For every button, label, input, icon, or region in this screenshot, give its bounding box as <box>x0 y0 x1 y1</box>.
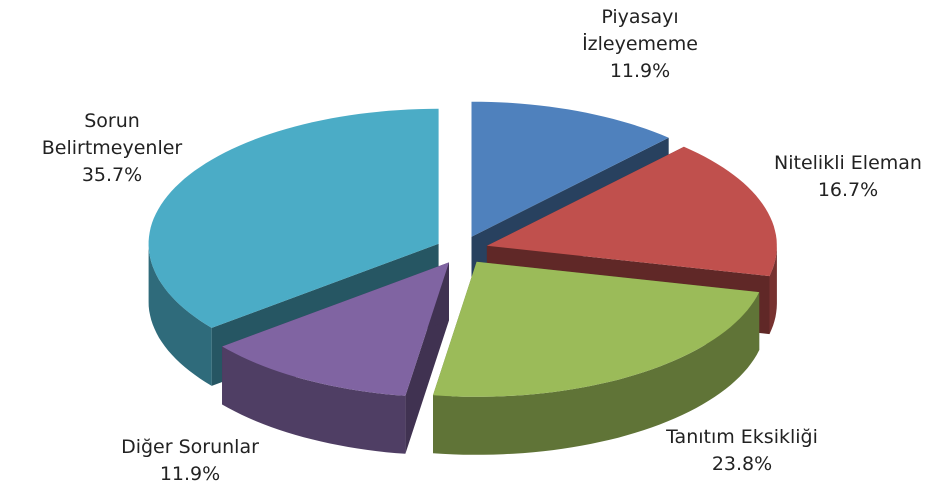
category-name: Sorun Belirtmeyenler <box>41 110 183 159</box>
category-name: Diğer Sorunlar <box>121 436 259 458</box>
slice-label: Sorun Belirtmeyenler 35.7% <box>12 108 212 189</box>
slice <box>222 262 449 454</box>
slice-top <box>471 101 669 237</box>
value-label: 35.7% <box>81 164 143 186</box>
category-name: Tanıtım Eksikliği <box>666 426 818 448</box>
category-name: Nitelikli Eleman <box>774 152 922 174</box>
slice-wall <box>222 346 406 454</box>
category-name: Piyasayı İzleyememe <box>582 6 698 55</box>
value-label: 11.9% <box>159 463 221 485</box>
value-label: 16.7% <box>817 179 879 201</box>
slice-label: Nitelikli Eleman 16.7% <box>748 150 936 204</box>
slice-top <box>433 261 760 397</box>
value-label: 23.8% <box>711 453 773 475</box>
slice-wall <box>433 292 760 455</box>
slice-wall <box>148 243 212 386</box>
value-label: 11.9% <box>609 60 671 82</box>
slice-label: Diğer Sorunlar 11.9% <box>70 434 310 488</box>
slice-top <box>486 146 777 277</box>
slice <box>433 261 760 455</box>
slice-top <box>222 262 449 396</box>
slice-wall <box>769 245 777 335</box>
slice-top <box>148 108 439 328</box>
slice-label: Tanıtım Eksikliği 23.8% <box>622 424 862 478</box>
slice-label: Piyasayı İzleyememe 11.9% <box>565 4 715 85</box>
